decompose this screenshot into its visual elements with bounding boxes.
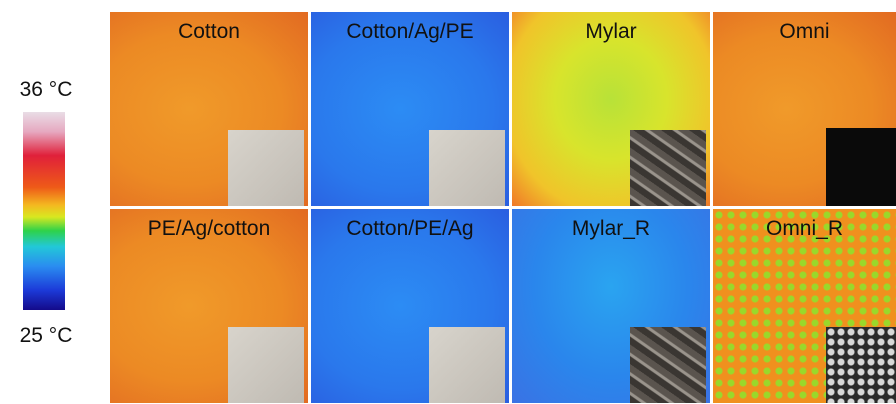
panel-label: Cotton/Ag/PE [311,20,509,44]
panel-label: Mylar [512,20,710,44]
panel-label: Omni_R [713,217,896,241]
panel-label: Cotton/PE/Ag [311,217,509,241]
thermal-panel: Mylar [512,12,710,206]
scale-min-label: 25 °C [8,324,84,348]
figure: 36 °C 25 °C Cotton Cotton/Ag/PE Mylar Om… [0,0,896,404]
colorbar [23,112,65,310]
thermal-panel: Omni_R [713,209,896,403]
thermal-panel: Cotton [110,12,308,206]
sample-photo [228,130,304,206]
panel-label: Cotton [110,20,308,44]
thermal-panel: Mylar_R [512,209,710,403]
sample-photo [826,327,896,403]
thermal-panel: Cotton/Ag/PE [311,12,509,206]
thermal-panel: Omni [713,12,896,206]
panel-label: Omni [713,20,896,44]
panel-label: PE/Ag/cotton [110,217,308,241]
sample-photo [429,130,505,206]
thermal-panel: Cotton/PE/Ag [311,209,509,403]
sample-photo [429,327,505,403]
thermal-panel: PE/Ag/cotton [110,209,308,403]
panel-label: Mylar_R [512,217,710,241]
sample-photo [630,327,706,403]
sample-photo [630,130,706,206]
scale-max-label: 36 °C [8,78,84,102]
sample-photo [228,327,304,403]
sample-photo [826,128,896,206]
